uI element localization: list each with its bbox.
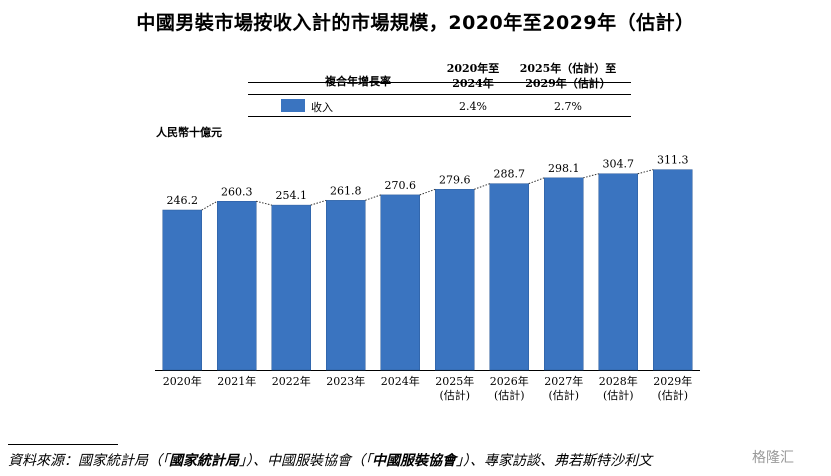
x-tick-label: 2021年: [217, 374, 256, 388]
trend-connector: [474, 183, 490, 190]
chart-title: 中國男裝市場按收入計的市場規模，2020年至2029年（估計）: [136, 12, 695, 34]
bar-value-label: 298.1: [548, 162, 580, 175]
bar-value-label: 279.6: [439, 173, 471, 186]
x-tick-label: 2020年: [163, 374, 202, 388]
x-tick-label: 2023年: [326, 374, 365, 388]
legend-swatch: [281, 99, 305, 112]
footer-rule: [8, 444, 118, 445]
bar-2022年: [271, 204, 311, 371]
trend-connector: [583, 173, 599, 179]
bar-2026年: [489, 183, 529, 371]
table-rule-mid: [248, 94, 631, 95]
trend-connector: [419, 188, 436, 196]
trend-connector: [256, 200, 272, 206]
source-mid-2: 」）、專家訪談、弗若斯特沙利文: [456, 453, 652, 469]
x-tick-label: 2028年: [599, 374, 638, 388]
bar-value-label: 260.3: [221, 185, 253, 198]
x-tick-sublabel: (估計): [548, 388, 579, 402]
x-tick-sublabel: (估計): [439, 388, 470, 402]
x-tick-label: 2027年: [544, 374, 583, 388]
trend-connector: [637, 169, 654, 175]
table-rule-top: [248, 82, 631, 83]
bar-value-label: 288.7: [494, 168, 526, 181]
x-tick-label: 2025年: [435, 374, 474, 388]
bar-2021年: [217, 201, 257, 371]
cagr-col1-value: 2.4%: [459, 100, 487, 113]
cagr-header-label: 複合年增長率: [325, 75, 391, 88]
bar-value-label: 254.1: [276, 189, 308, 202]
x-tick-label: 2026年: [490, 374, 529, 388]
bar-2025年: [435, 189, 475, 371]
x-tick-sublabel: (估計): [494, 388, 525, 402]
cagr-col1-line2: 2024年: [452, 77, 494, 90]
bar-2023年: [326, 200, 366, 371]
bar-value-label: 304.7: [603, 158, 635, 171]
x-tick-sublabel: (估計): [603, 388, 634, 402]
cagr-col1-line1: 2020年至: [446, 62, 500, 75]
bar-value-label: 246.2: [167, 194, 199, 207]
source-bold-1: 國家統計局: [169, 453, 239, 469]
source-prefix: 資料來源：國家統計局（「: [8, 453, 169, 469]
trend-connector: [310, 199, 327, 206]
x-tick-label: 2029年: [653, 374, 692, 388]
bar-2020年: [162, 209, 202, 371]
watermark-logo: 格隆汇: [752, 450, 794, 466]
bar-2029年: [653, 169, 693, 371]
trend-connector: [365, 194, 381, 201]
cagr-col2-line2: 2029年（估計）: [525, 77, 611, 90]
unit-label: 人民幣十億元: [156, 126, 222, 139]
bar-2024年: [380, 194, 420, 371]
trend-connector: [201, 200, 218, 211]
x-tick-label: 2022年: [272, 374, 311, 388]
x-tick-label: 2024年: [381, 374, 420, 388]
bar-value-label: 311.3: [657, 154, 689, 167]
bar-2028年: [598, 173, 638, 371]
table-rule-bottom: [248, 116, 631, 117]
source-note: 資料來源：國家統計局（「國家統計局」）、中國服裝協會（「中國服裝協會」）、專家訪…: [8, 450, 652, 470]
cagr-col2-value: 2.7%: [554, 100, 582, 113]
x-tick-sublabel: (估計): [657, 388, 688, 402]
cagr-col2-line1: 2025年（估計）至: [519, 62, 617, 75]
trend-connector: [528, 177, 545, 185]
bar-value-label: 261.8: [330, 184, 362, 197]
bar-value-label: 270.6: [385, 179, 417, 192]
source-bold-2: 中國服裝協會: [372, 453, 456, 469]
bar-2027年: [544, 177, 584, 371]
source-mid-1: 」）、中國服裝協會（「: [239, 453, 372, 469]
legend-label: 收入: [311, 101, 333, 114]
